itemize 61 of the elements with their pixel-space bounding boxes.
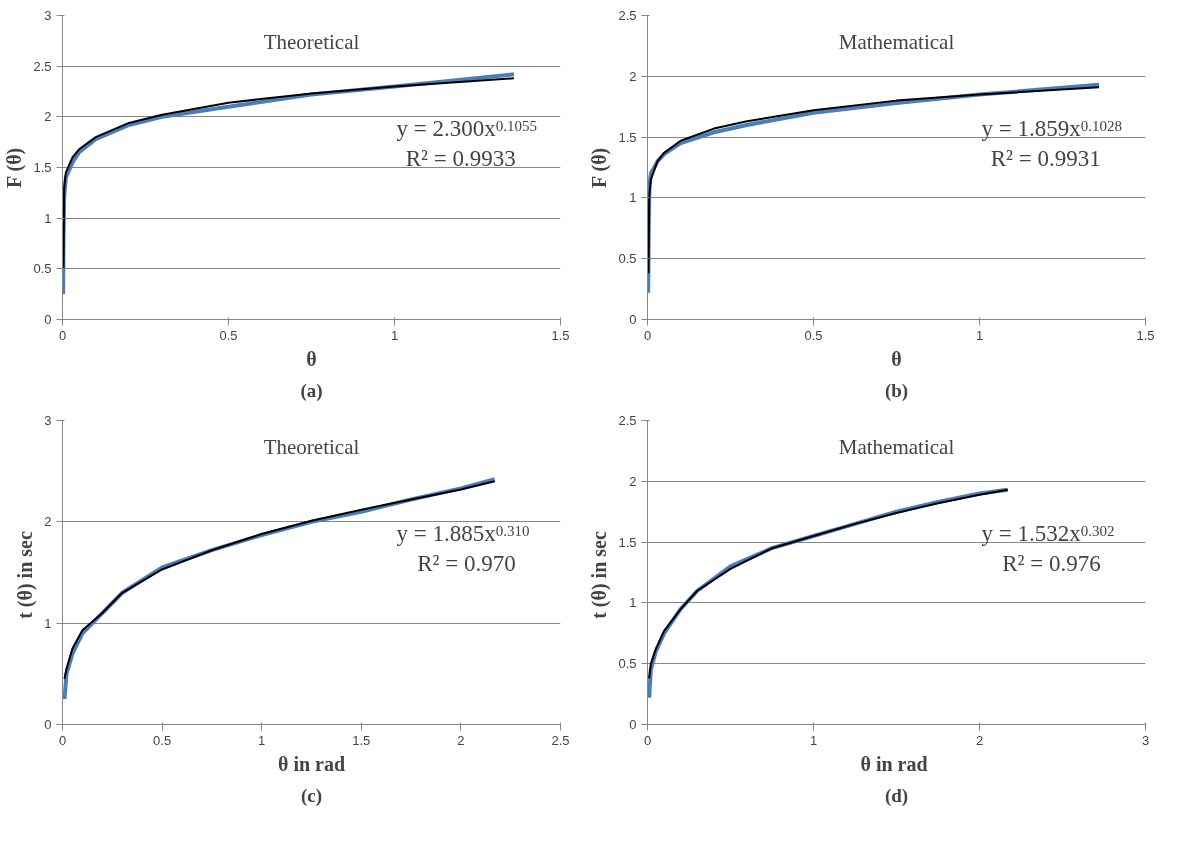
x-tick-label: 1.5	[352, 732, 371, 748]
x-axis-title: θ	[891, 347, 902, 370]
text: (c)	[300, 784, 323, 807]
x-tick-label: 0	[58, 732, 67, 748]
y-tick-label: 0.5	[33, 261, 52, 277]
y-tick-label: 1	[44, 615, 52, 631]
x-tick-label: 3	[1141, 732, 1150, 748]
text: (a)	[300, 379, 323, 402]
y-tick-label: 2.5	[618, 8, 637, 23]
y-tick-label: 0.5	[618, 251, 637, 267]
y-tick-label: 3	[44, 413, 52, 428]
y-tick-label: 0	[44, 717, 52, 732]
text: Mathematical	[838, 29, 955, 54]
y-tick-label: 1	[629, 595, 637, 611]
y-tick-label: 2.5	[33, 58, 52, 74]
text: Theoretical	[263, 434, 360, 459]
x-tick-label: 1	[390, 327, 399, 343]
y-axis-title: t (θ) in sec	[14, 531, 38, 619]
y-tick-label: 0	[44, 312, 52, 327]
y-tick-label: 3	[44, 8, 52, 23]
x-tick-label: 2	[975, 732, 984, 748]
y-tick-label: 2	[44, 109, 52, 125]
y-tick-label: 0.5	[618, 656, 637, 672]
x-tick-label: 1	[258, 732, 266, 748]
annotation: R² = 0.976	[1002, 550, 1101, 576]
y-axis-title: t (θ) in sec	[588, 531, 612, 619]
y-tick-label: 1.5	[618, 534, 637, 550]
text: (b)	[884, 379, 909, 402]
text: Theoretical	[263, 29, 360, 54]
x-tick-label: 1.5	[551, 327, 570, 343]
y-tick-label: 0	[629, 717, 637, 732]
x-tick-label: 0	[643, 327, 652, 343]
x-tick-label: 2	[457, 732, 465, 748]
text: Mathematical	[838, 434, 955, 459]
x-tick-label: 0	[58, 327, 67, 343]
y-tick-label: 0	[629, 312, 637, 327]
y-tick-label: 2	[629, 68, 637, 84]
x-tick-label: 0.5	[153, 732, 172, 748]
y-tick-label: 2	[44, 514, 52, 530]
text: (d)	[884, 784, 909, 807]
y-tick-label: 2.5	[618, 413, 637, 428]
y-tick-label: 2	[629, 473, 637, 489]
x-tick-label: 1.5	[1136, 327, 1155, 343]
x-tick-label: 0	[643, 732, 652, 748]
x-axis-title: θ	[306, 347, 317, 370]
y-tick-label: 1.5	[33, 160, 52, 175]
y-axis-title: F (θ)	[588, 147, 612, 188]
x-axis-title: θ in rad	[860, 752, 928, 775]
annotation: R² = 0.9933	[405, 145, 516, 171]
y-tick-label: 1	[629, 190, 637, 206]
y-axis-title: F (θ)	[3, 147, 27, 188]
x-tick-label: 0.5	[804, 327, 823, 343]
x-tick-label: 2.5	[551, 732, 570, 748]
annotation: R² = 0.970	[417, 550, 516, 576]
x-tick-label: 1	[809, 732, 818, 748]
x-axis-title: θ in rad	[277, 752, 346, 775]
y-tick-label: 1	[44, 210, 52, 226]
x-tick-label: 1	[975, 327, 984, 343]
x-tick-label: 0.5	[219, 327, 238, 343]
annotation: R² = 0.9931	[990, 145, 1101, 171]
y-tick-label: 1.5	[618, 129, 637, 145]
